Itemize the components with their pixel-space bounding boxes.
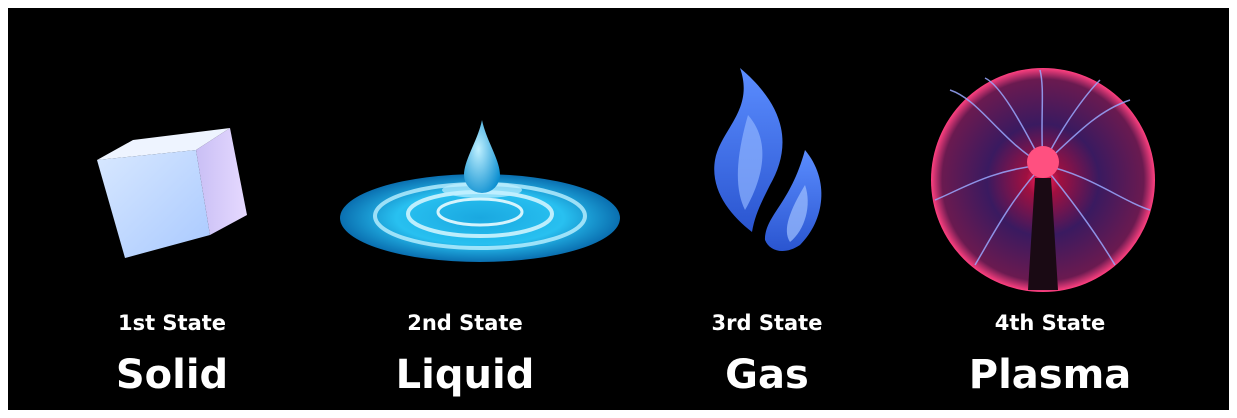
infographic: 1st State Solid 2nd State Liquid 3rd State Ga… (0, 0, 1237, 418)
state-ordinal: 2nd State (407, 311, 523, 335)
plasma-icon (931, 68, 1155, 292)
state-name: Liquid (396, 352, 535, 398)
state-name: Gas (725, 352, 809, 398)
state-ordinal: 3rd State (712, 311, 823, 335)
state-ordinal: 4th State (995, 311, 1106, 335)
state-name: Plasma (969, 352, 1132, 398)
page: 1st State Solid 2nd State Liquid 3rd State Ga… (0, 0, 1237, 418)
state-ordinal: 1st State (118, 311, 226, 335)
state-name: Solid (116, 352, 228, 398)
